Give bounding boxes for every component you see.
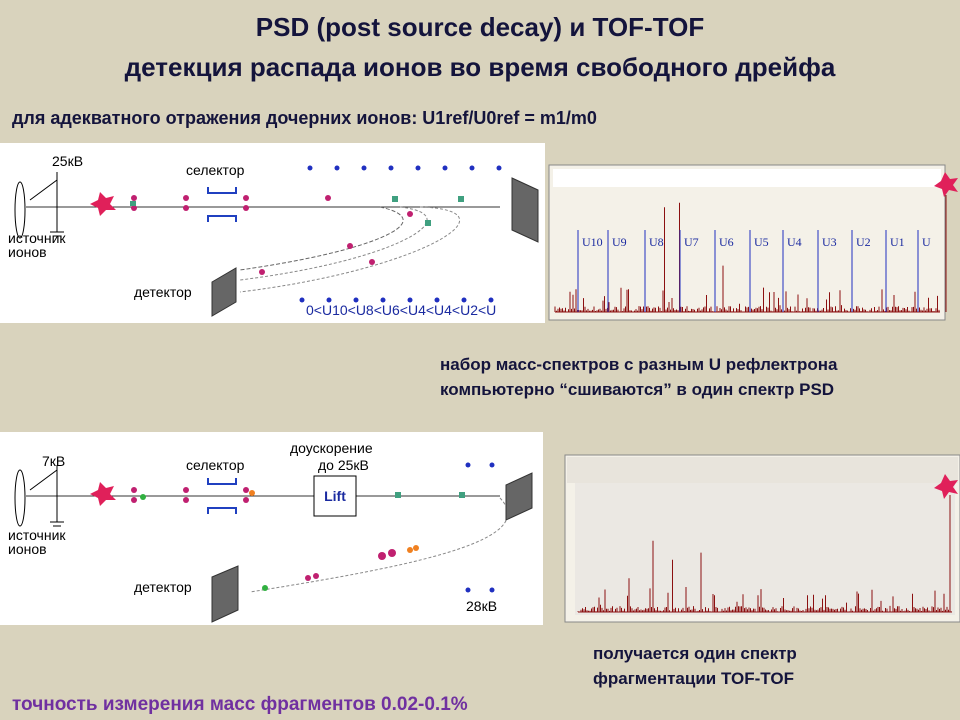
ion-dot [488, 297, 494, 303]
detector: детектор [134, 284, 192, 300]
ion-dot [361, 165, 367, 171]
ion-dot [465, 587, 471, 593]
detector: детектор [134, 579, 192, 595]
ion-dot [489, 587, 495, 593]
spectrum-2 [564, 454, 960, 623]
condition: для адекватного отражения дочерних ионов… [12, 108, 597, 128]
u-label: U1 [890, 235, 905, 249]
ion-dot [307, 165, 313, 171]
selector: селектор [186, 162, 245, 178]
inequality: 0<U10<U8<U6<U4<U4<U2<U [306, 302, 496, 318]
ion-dot [388, 165, 394, 171]
u-label: U6 [719, 235, 734, 249]
ion-dot [489, 462, 495, 468]
u-label: U2 [856, 235, 871, 249]
voltage: 7кВ [42, 453, 65, 469]
ion-dot [461, 297, 467, 303]
subtitle: детекция распада ионов во время свободно… [125, 52, 836, 82]
u-label: U5 [754, 235, 769, 249]
note-1: набор масс-спектров с разным U рефлектро… [440, 355, 838, 399]
ion-dot [442, 165, 448, 171]
lift: Lift [324, 488, 346, 504]
ion-dot [326, 297, 332, 303]
acceleration: доускорение до 25кВ [290, 440, 373, 473]
ion-dot [380, 297, 386, 303]
u-label: U9 [612, 235, 627, 249]
source: источник ионов [8, 230, 66, 260]
note-2: получается один спектр фрагментации TOF-T… [593, 644, 797, 688]
ion-dot [465, 462, 471, 468]
diagram-1: 25кВ селектор источник ионов детектор 0<U… [0, 143, 545, 323]
title: PSD (post source decay) и TOF-TOF [256, 12, 704, 42]
diagram-2: 7кВ селектор доускорение до 25кВ Lift ист… [0, 432, 543, 625]
ion-dot [434, 297, 440, 303]
ion-dot [334, 165, 340, 171]
u-label: U3 [822, 235, 837, 249]
u-label: U10 [582, 235, 603, 249]
u-label: U [922, 235, 931, 249]
ion-dot [353, 297, 359, 303]
ion-dot [407, 297, 413, 303]
selector: селектор [186, 457, 245, 473]
reflector-voltage: 28кВ [466, 598, 497, 614]
ion-dot [299, 297, 305, 303]
u-label: U8 [649, 235, 664, 249]
u-label: U4 [787, 235, 802, 249]
ion-dot [415, 165, 421, 171]
source: источник ионов [8, 527, 66, 557]
voltage: 25кВ [52, 153, 83, 169]
footer: точность измерения масс фрагментов 0.02-… [12, 694, 468, 715]
spectrum-1: U10 U9 U8 U7 U6 U5 U4 U3 U2 U1 U [548, 164, 958, 321]
ion-dot [496, 165, 502, 171]
ion-dot [469, 165, 475, 171]
u-label: U7 [684, 235, 699, 249]
